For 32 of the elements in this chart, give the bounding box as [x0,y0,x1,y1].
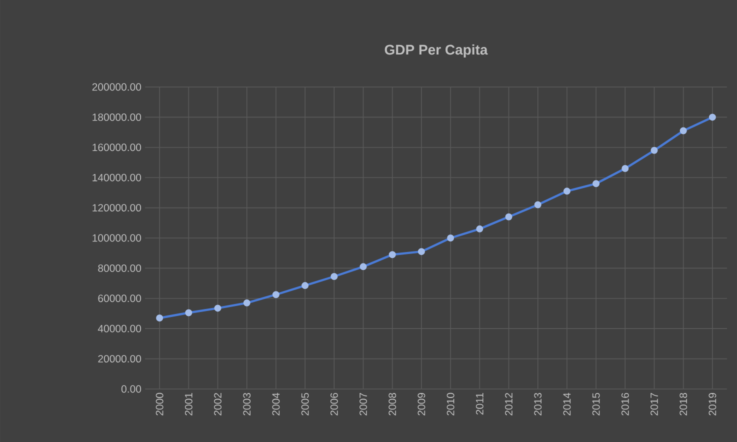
y-tick-label: 200000.00 [92,83,142,91]
x-tick-label: 2000 [156,392,164,416]
y-tick-label: 80000.00 [98,264,142,272]
y-tick-label: 60000.00 [98,294,142,302]
x-tick-label: 2005 [301,392,309,416]
x-tick-label: 2003 [243,392,251,416]
x-tick-label: 2014 [563,392,571,416]
x-tick-label: 2002 [214,393,222,416]
y-tick-label: 20000.00 [98,355,142,363]
x-tick-label: 2010 [446,392,454,416]
x-tick-label: 2008 [388,392,396,416]
x-tick-label: 2007 [360,393,367,416]
y-tick-label: 120000.00 [92,204,142,212]
x-tick-label: 2013 [534,392,542,416]
y-tick-label: 0.00 [121,385,142,393]
x-tick-label: 2004 [272,392,280,416]
x-tick-label: 2016 [621,392,629,416]
x-tick-label: 2015 [592,392,600,416]
x-tick-label: 2018 [680,392,688,416]
chart-title: GDP Per Capita [384,44,488,58]
y-tick-label: 100000.00 [92,234,142,242]
y-tick-label: 40000.00 [98,324,142,332]
x-tick-label: 2017 [650,393,658,416]
x-tick-label: 2001 [184,393,192,416]
x-tick-label: 2009 [418,393,426,416]
y-tick-label: 180000.00 [92,113,142,121]
x-tick-label: 2011 [476,393,484,415]
x-tick-label: 2012 [505,393,512,416]
x-tick-label: 2006 [330,392,338,416]
x-tick-label: 2019 [708,393,716,416]
y-tick-label: 140000.00 [92,174,142,182]
y-tick-label: 160000.00 [92,144,142,152]
